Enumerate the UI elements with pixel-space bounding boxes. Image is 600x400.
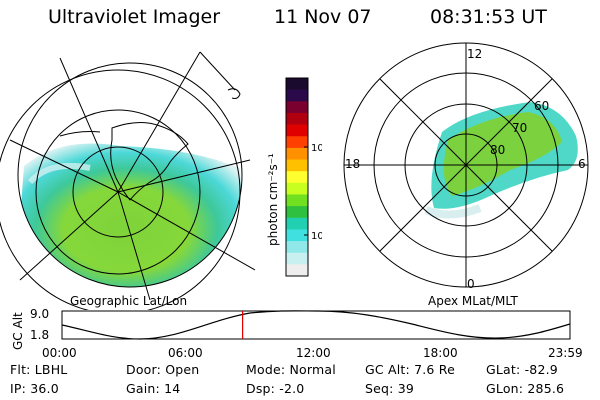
colorbar-band bbox=[286, 252, 308, 265]
mlt-label-12: 12 bbox=[467, 47, 482, 61]
altitude-xtick-3: 18:00 bbox=[423, 346, 458, 360]
colorbar-band bbox=[286, 78, 308, 91]
altitude-ytick-min: 1.8 bbox=[30, 328, 49, 342]
colorbar-tick-10: 10 bbox=[311, 231, 322, 242]
info-filter: Flt: LBHL bbox=[10, 362, 68, 377]
colorbar-band bbox=[286, 217, 308, 230]
instrument-title: Ultraviolet Imager bbox=[48, 6, 221, 28]
colorbar-band bbox=[286, 241, 308, 254]
geographic-label: Geographic Lat/Lon bbox=[70, 294, 188, 308]
colorbar-band bbox=[286, 89, 308, 102]
colorbar-band bbox=[286, 206, 308, 219]
altitude-xtick-1: 06:00 bbox=[168, 346, 203, 360]
colorbar-band bbox=[286, 264, 308, 277]
image-date: 11 Nov 07 bbox=[274, 6, 372, 28]
mlt-label-18: 18 bbox=[345, 157, 360, 171]
colorbar-unit-label: photon cm⁻²s⁻¹ bbox=[266, 153, 280, 246]
colorbar-band bbox=[286, 124, 308, 137]
geographic-polar-image bbox=[0, 51, 256, 310]
altitude-plot: GC Alt 9.0 1.8 00:00 06:00 12:00 18:00 2… bbox=[11, 307, 583, 360]
colorbar-band bbox=[286, 229, 308, 242]
info-door: Door: Open bbox=[126, 362, 200, 377]
altitude-ytick-max: 9.0 bbox=[30, 307, 49, 321]
colorbar-band bbox=[286, 101, 308, 114]
info-seq: Seq: 39 bbox=[365, 381, 415, 396]
info-dsp: Dsp: -2.0 bbox=[246, 381, 305, 396]
info-glat: GLat: -82.9 bbox=[486, 362, 558, 377]
colorbar-band bbox=[286, 136, 308, 149]
colorbar-band bbox=[286, 182, 308, 195]
colorbar-band bbox=[286, 194, 308, 207]
altitude-ylabel: GC Alt bbox=[11, 312, 25, 350]
colorbar-band bbox=[286, 159, 308, 172]
colorbar-band bbox=[286, 171, 308, 184]
mlt-label-6: 6 bbox=[578, 157, 586, 171]
info-ip: IP: 36.0 bbox=[10, 381, 59, 396]
mlat-label-70: 70 bbox=[512, 121, 527, 135]
altitude-xtick-0: 00:00 bbox=[42, 346, 77, 360]
info-mode: Mode: Normal bbox=[246, 362, 336, 377]
colorbar-band bbox=[286, 112, 308, 126]
apex-label: Apex MLat/MLT bbox=[428, 294, 518, 308]
colorbar-band bbox=[286, 147, 308, 161]
altitude-xtick-2: 12:00 bbox=[296, 346, 331, 360]
intensity-colorbar: 100 10 photon cm⁻²s⁻¹ bbox=[266, 77, 322, 277]
magnetic-polar-image: 12 18 6 0 60 70 80 bbox=[343, 42, 589, 291]
colorbar-gradient bbox=[286, 78, 308, 277]
info-gain: Gain: 14 bbox=[126, 381, 181, 396]
colorbar-tick-100: 100 bbox=[311, 143, 322, 154]
mlat-label-80: 80 bbox=[490, 143, 505, 157]
info-glon: GLon: 285.6 bbox=[486, 381, 565, 396]
info-gc-alt: GC Alt: 7.6 Re bbox=[365, 362, 455, 377]
image-time: 08:31:53 UT bbox=[430, 6, 547, 28]
mlt-label-0: 0 bbox=[467, 277, 475, 291]
altitude-xtick-4: 23:59 bbox=[548, 346, 583, 360]
mlat-label-60: 60 bbox=[534, 99, 549, 113]
